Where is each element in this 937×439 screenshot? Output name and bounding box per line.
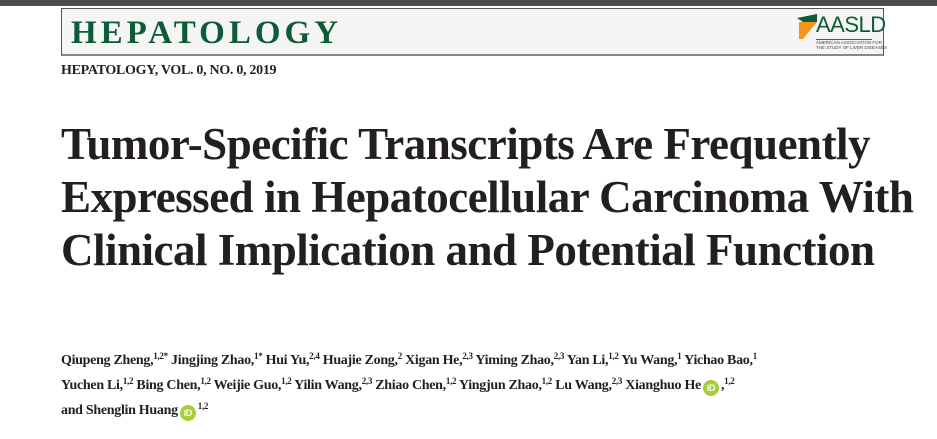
author: Yingjun Zhao,1,2	[458, 376, 553, 394]
affiliation-superscript: 2	[397, 351, 403, 361]
affiliation-superscript: 2,3	[361, 376, 373, 386]
author: Yiming Zhao,2,3	[475, 351, 565, 369]
affiliation-superscript: 1,2*	[153, 351, 168, 361]
author: Lu Wang,2,3	[555, 376, 623, 394]
author: Xianghuo He iD ,1,2	[625, 376, 735, 396]
author-name: Lu Wang,	[555, 378, 612, 393]
orcid-icon[interactable]: iD	[702, 380, 719, 396]
journal-masthead: HEPATOLOGY AASLD AMERICAN ASSOCIATION FO…	[61, 8, 887, 56]
affiliation-superscript: 1,2	[608, 351, 619, 361]
affiliation-superscript: 1,2	[445, 376, 457, 386]
affiliation-superscript: 2,3	[553, 351, 565, 361]
author: Yichao Bao,1	[684, 351, 758, 369]
author-name: Weijie Guo,	[213, 378, 282, 393]
orcid-icon[interactable]: iD	[179, 405, 196, 421]
author: Bing Chen,1,2	[136, 376, 211, 394]
author-name: Yichao Bao,	[684, 353, 753, 368]
journal-name: HEPATOLOGY	[71, 15, 343, 51]
author-name: Yilin Wang,	[294, 378, 362, 393]
affiliation-superscript: 1,2	[122, 376, 134, 386]
author-name: Bing Chen,	[136, 378, 201, 393]
comma: ,	[720, 378, 725, 393]
logo-divider	[816, 39, 872, 40]
author: Qiupeng Zheng,1,2*	[61, 351, 168, 369]
author-name: Xianghuo He	[625, 378, 701, 393]
affiliation-superscript: 2,3	[611, 376, 623, 386]
author: Zhiao Chen,1,2	[375, 376, 457, 394]
author: and Shenglin Huang iD1,2	[61, 401, 209, 421]
affiliation-superscript: 2,4	[309, 351, 320, 361]
author-name: Yuchen Li,	[61, 378, 123, 393]
author: Yan Li,1,2	[566, 351, 619, 369]
affiliation-superscript: 1,2	[200, 376, 211, 386]
author-list: Qiupeng Zheng,1,2* Jingjing Zhao,1* Hui …	[61, 348, 911, 423]
logo-text: AASLD	[816, 12, 886, 37]
author-name: Hui Yu,	[265, 353, 310, 368]
author-name: Yiming Zhao,	[475, 353, 554, 368]
author: Huajie Zong,2	[322, 351, 403, 369]
affiliation-superscript: 1*	[254, 351, 263, 361]
affiliation-superscript: 2,3	[462, 351, 473, 361]
affiliation-superscript: 1	[752, 351, 758, 361]
affiliation-superscript: 1	[677, 351, 682, 361]
author-name: Xigan He,	[405, 353, 463, 368]
logo-subtitle: AMERICAN ASSOCIATION FOR THE STUDY OF LI…	[816, 40, 887, 50]
author: Jingjing Zhao,1*	[171, 351, 263, 369]
aasld-logo-mark-icon	[797, 14, 817, 39]
top-bar	[0, 0, 937, 6]
author: Yuchen Li,1,2	[61, 376, 134, 394]
author-name: and Shenglin Huang	[61, 403, 178, 418]
author-name: Yingjun Zhao,	[458, 378, 542, 393]
author-name: Huajie Zong,	[322, 353, 398, 368]
author: Yilin Wang,2,3	[294, 376, 373, 394]
author-name: Zhiao Chen,	[375, 378, 446, 393]
author-name: Yan Li,	[566, 353, 609, 368]
affiliation-superscript: 1,2	[281, 376, 292, 386]
author-name: Jingjing Zhao,	[171, 353, 254, 368]
article-title: Tumor-Specific Transcripts Are Frequentl…	[61, 119, 914, 275]
affiliation-superscript: 1,2	[541, 376, 553, 386]
author: Weijie Guo,1,2	[213, 376, 292, 394]
author: Xigan He,2,3	[405, 351, 473, 369]
author-name: Yu Wang,	[621, 353, 678, 368]
affiliation-superscript: 1,2	[724, 376, 735, 386]
author: Yu Wang,1	[621, 351, 682, 369]
author: Hui Yu,2,4	[265, 351, 320, 369]
aasld-logo: AASLD AMERICAN ASSOCIATION FOR THE STUDY…	[797, 12, 887, 52]
affiliation-superscript: 1,2	[197, 401, 209, 411]
citation-line: HEPATOLOGY, VOL. 0, NO. 0, 2019	[61, 63, 277, 78]
author-name: Qiupeng Zheng,	[61, 353, 154, 368]
